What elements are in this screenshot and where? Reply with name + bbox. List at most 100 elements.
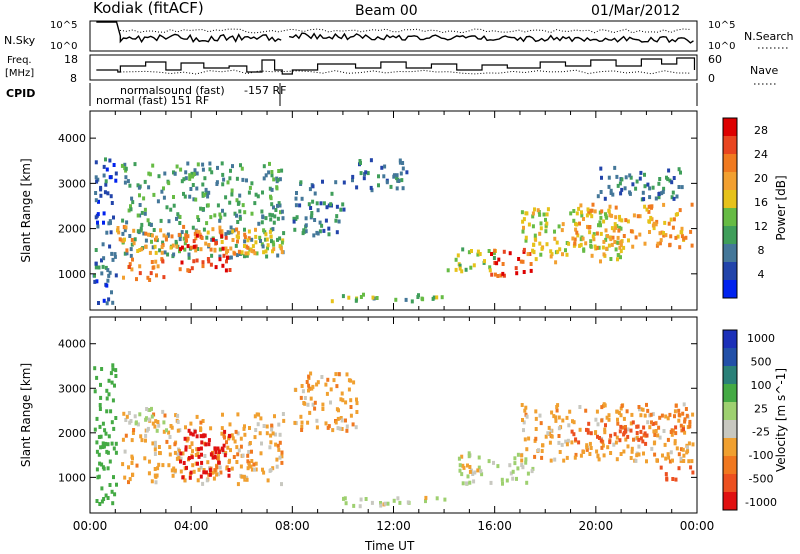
heatmap-cell	[264, 232, 268, 237]
heatmap-cell	[630, 412, 634, 417]
heatmap-cell	[613, 222, 617, 227]
heatmap-cell	[107, 297, 111, 302]
heatmap-cell	[622, 449, 626, 454]
heatmap-cell	[108, 175, 112, 180]
heatmap-cell	[184, 233, 188, 238]
heatmap-cell	[602, 239, 606, 244]
colorbar-swatch	[723, 384, 737, 403]
heatmap-cell	[122, 411, 126, 416]
heatmap-cell	[585, 445, 589, 450]
heatmap-cell	[111, 398, 115, 403]
heatmap-cell	[588, 452, 592, 456]
heatmap-cell	[93, 427, 97, 432]
freq-frame	[89, 54, 698, 81]
heatmap-cell	[193, 168, 197, 173]
heatmap-cell	[142, 231, 146, 236]
heatmap-cell	[94, 265, 98, 270]
heatmap-cell	[184, 445, 188, 450]
heatmap-cell	[674, 212, 678, 217]
heatmap-cell	[150, 406, 153, 411]
heatmap-cell	[600, 209, 604, 214]
heatmap-cell	[168, 435, 172, 439]
heatmap-cell	[237, 249, 241, 254]
heatmap-cell	[153, 424, 157, 429]
heatmap-cell	[585, 213, 589, 218]
heatmap-cell	[130, 238, 134, 242]
station-title: Kodiak (fitACF)	[93, 0, 204, 17]
heatmap-cell	[521, 259, 525, 264]
heatmap-cell	[172, 170, 175, 175]
heatmap-cell	[584, 241, 588, 246]
heatmap-cell	[307, 374, 311, 379]
heatmap-cell	[626, 427, 630, 432]
heatmap-cell	[344, 418, 347, 423]
heatmap-cell	[210, 170, 214, 175]
heatmap-cell	[275, 457, 279, 462]
heatmap-cell	[385, 180, 389, 185]
heatmap-cell	[556, 249, 560, 254]
heatmap-cell	[599, 215, 603, 220]
heatmap-cell	[550, 410, 554, 415]
heatmap-cell	[228, 433, 232, 438]
heatmap-cell	[234, 429, 238, 434]
heatmap-cell	[105, 283, 109, 288]
heatmap-cell	[279, 210, 282, 215]
heatmap-cell	[179, 167, 183, 172]
heatmap-cell	[668, 178, 672, 183]
heatmap-cell	[206, 257, 210, 261]
heatmap-cell	[617, 410, 621, 415]
heatmap-cell	[522, 247, 526, 252]
heatmap-cell	[217, 450, 221, 454]
heatmap-cell	[130, 267, 134, 272]
heatmap-cell	[634, 235, 638, 240]
heatmap-cell	[278, 177, 282, 182]
heatmap-cell	[270, 170, 274, 174]
velocity-plot-bg	[90, 317, 697, 513]
heatmap-cell	[106, 450, 110, 455]
heatmap-cell	[597, 457, 601, 462]
heatmap-cell	[211, 470, 215, 475]
heatmap-cell	[662, 429, 666, 433]
heatmap-cell	[186, 436, 190, 441]
heatmap-cell	[228, 176, 232, 181]
heatmap-cell	[534, 257, 538, 262]
heatmap-cell	[522, 270, 526, 274]
colorbar-tick-label: 1000	[747, 332, 775, 345]
heatmap-cell	[619, 243, 623, 247]
heatmap-cell	[300, 420, 304, 425]
colorbar-swatch	[723, 118, 737, 137]
date-title: 01/Mar/2012	[591, 3, 680, 19]
cpid-row: CPID normal (fast) 151 RF normalsound (f…	[6, 83, 698, 107]
heatmap-cell	[629, 175, 633, 180]
heatmap-cell	[656, 433, 660, 438]
heatmap-cell	[470, 249, 473, 253]
heatmap-cell	[147, 471, 151, 476]
heatmap-cell	[575, 222, 579, 227]
heatmap-cell	[606, 234, 609, 238]
heatmap-cell	[308, 410, 312, 415]
heatmap-cell	[254, 234, 258, 239]
heatmap-cell	[179, 469, 183, 474]
heatmap-cell	[102, 211, 106, 216]
heatmap-cell	[172, 252, 176, 257]
x-tick-label: 08:00	[275, 519, 310, 533]
heatmap-cell	[250, 181, 254, 186]
heatmap-cell	[219, 215, 223, 220]
heatmap-cell	[144, 438, 147, 443]
heatmap-cell	[406, 500, 410, 505]
heatmap-cell	[613, 240, 617, 244]
heatmap-cell	[550, 252, 554, 257]
heatmap-cell	[203, 433, 207, 438]
heatmap-cell	[189, 431, 193, 436]
heatmap-cell	[153, 467, 157, 471]
heatmap-cell	[631, 182, 635, 187]
heatmap-cell	[657, 192, 661, 196]
heatmap-cell	[262, 424, 266, 428]
heatmap-cell	[488, 268, 492, 273]
heatmap-cell	[182, 191, 185, 196]
colorbar-title: Power [dB]	[774, 175, 788, 240]
heatmap-cell	[213, 213, 217, 218]
heatmap-cell	[166, 232, 170, 237]
heatmap-cell	[349, 413, 353, 418]
